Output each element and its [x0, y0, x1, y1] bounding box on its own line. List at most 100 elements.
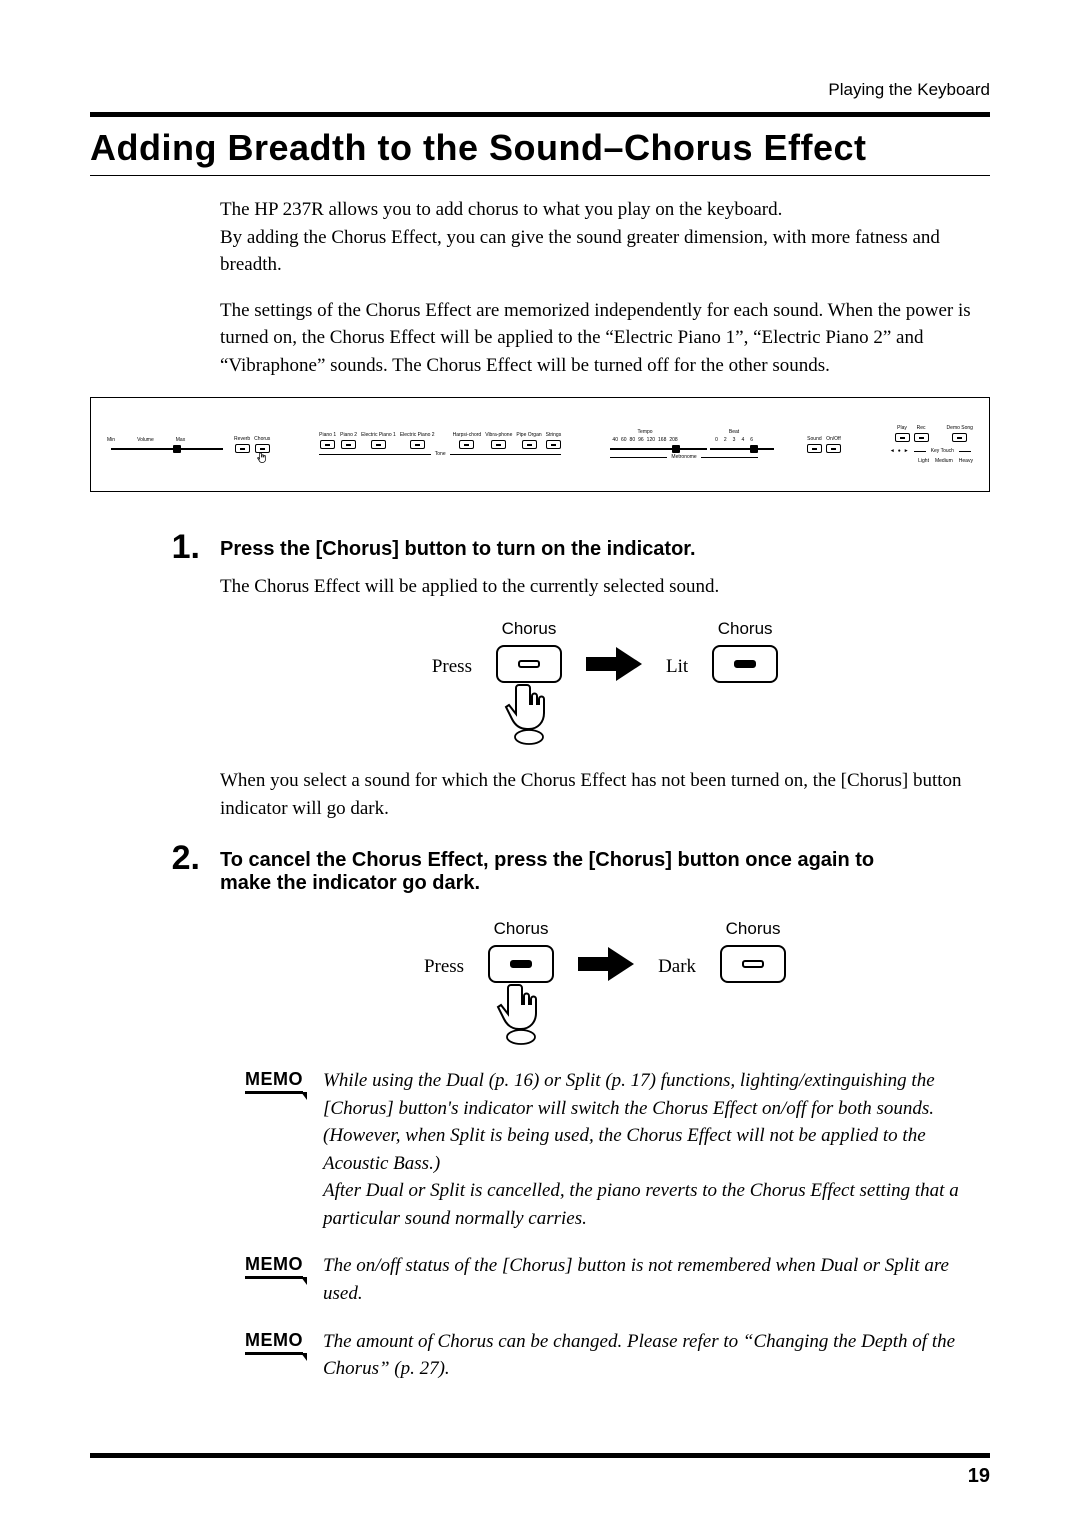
- memo-2: MEMO The on/off status of the [Chorus] b…: [245, 1252, 980, 1307]
- fig2-right-btn: [720, 945, 786, 983]
- step-1-number: 1.: [145, 528, 200, 567]
- tone-3: Electric Piano 2: [400, 432, 435, 438]
- tone-5: Vibra-phone: [485, 432, 512, 438]
- step-1-body: The Chorus Effect will be applied to the…: [220, 573, 990, 822]
- memo-2-text: The on/off status of the [Chorus] button…: [323, 1252, 980, 1307]
- tempo-t4: 120: [647, 437, 655, 443]
- tempo-t6: 208: [669, 437, 677, 443]
- beat-label: Beat: [729, 429, 739, 435]
- beat-t3: 4: [741, 437, 744, 443]
- step-1-row: 1. Press the [Chorus] button to turn on …: [145, 528, 990, 567]
- step-1-after: The Chorus Effect will be applied to the…: [220, 573, 990, 601]
- step-1-tail: When you select a sound for which the Ch…: [220, 767, 990, 822]
- tone-7: Strings: [546, 432, 562, 438]
- beat-t2: 3: [733, 437, 736, 443]
- tone-6: Pipe Organ: [516, 432, 541, 438]
- fig1-left-led: [518, 660, 540, 668]
- panel-figure: Min Volume Max Reverb Chorus Piano 1 Pia…: [90, 397, 990, 492]
- metronome-label: Metronome: [671, 454, 696, 460]
- tone-2: Electric Piano 1: [361, 432, 396, 438]
- intro-p1: The HP 237R allows you to add chorus to …: [220, 196, 980, 279]
- tone-btn-7: [546, 440, 561, 449]
- memo-icon: MEMO: [245, 1330, 303, 1355]
- tempo-slider: [610, 445, 680, 452]
- sound-btn: [807, 444, 822, 453]
- tempo-t5: 168: [658, 437, 666, 443]
- step-2-row: 2. To cancel the Chorus Effect, press th…: [145, 839, 990, 895]
- memo-1-text: While using the Dual (p. 16) or Split (p…: [323, 1067, 980, 1232]
- keytouch-label: Key Touch: [931, 448, 954, 454]
- tone-0: Piano 1: [319, 432, 336, 438]
- fig2-press-word: Press: [424, 953, 464, 981]
- tone-1: Piano 2: [340, 432, 357, 438]
- kt-cue-1: ●: [898, 448, 901, 454]
- fig2-right-led: [742, 960, 764, 968]
- tone-btn-5: [491, 440, 506, 449]
- intro-block: The HP 237R allows you to add chorus to …: [220, 196, 980, 379]
- rule-under-title: [90, 175, 990, 176]
- demo-label: Demo Song: [947, 425, 973, 431]
- memo-icon: MEMO: [245, 1069, 303, 1094]
- kt-1: Medium: [935, 458, 953, 464]
- fig2-dark-word: Dark: [658, 953, 696, 981]
- rec-btn: [914, 433, 929, 442]
- pointer-hand-icon: [256, 452, 268, 464]
- tone-btn-2: [371, 440, 386, 449]
- demo-btn: [952, 433, 967, 442]
- step-2-head: To cancel the Chorus Effect, press the […: [220, 849, 920, 895]
- beat-t4: 6: [750, 437, 753, 443]
- kt-0: Light: [918, 458, 929, 464]
- rec-label: Rec: [917, 425, 926, 431]
- kt-2: Heavy: [959, 458, 973, 464]
- arrow-icon: [586, 647, 642, 681]
- beat-t1: 2: [724, 437, 727, 443]
- tempo-t0: 40: [612, 437, 618, 443]
- beat-slider: [710, 445, 758, 452]
- running-header: Playing the Keyboard: [90, 80, 990, 100]
- memo-1: MEMO While using the Dual (p. 16) or Spl…: [245, 1067, 980, 1232]
- volume-slider: [111, 445, 181, 452]
- memo-3: MEMO The amount of Chorus can be changed…: [245, 1328, 980, 1383]
- rule-top-thick: [90, 112, 990, 117]
- step-1-head: Press the [Chorus] button to turn on the…: [220, 538, 696, 561]
- step-1-figure: Press Chorus Lit Chorus: [220, 617, 990, 746]
- fig1-lit-word: Lit: [666, 653, 688, 681]
- tone-btn-4: [459, 440, 474, 449]
- panel-min: Min: [107, 437, 115, 443]
- fig1-left-cap: Chorus: [502, 617, 557, 642]
- tempo-t2: 80: [630, 437, 636, 443]
- fig1-left-btn: [496, 645, 562, 683]
- page-number: 19: [968, 1465, 990, 1488]
- fig1-right-cap: Chorus: [718, 617, 773, 642]
- kt-cue-2: ►: [904, 448, 909, 454]
- tone-group-label: Tone: [435, 451, 446, 457]
- step-2-figure: Press Chorus Dark Chorus: [220, 917, 990, 1046]
- tempo-t1: 60: [621, 437, 627, 443]
- fig1-right-led: [734, 660, 756, 668]
- panel-volume-label: Volume: [137, 437, 154, 443]
- memo-3-text: The amount of Chorus can be changed. Ple…: [323, 1328, 980, 1383]
- intro-p2: The settings of the Chorus Effect are me…: [220, 297, 980, 380]
- memo-icon: MEMO: [245, 1254, 303, 1279]
- beat-t0: 0: [715, 437, 718, 443]
- play-label: Play: [897, 425, 907, 431]
- tone-btn-6: [522, 440, 537, 449]
- fig2-left-led: [510, 960, 532, 968]
- page-title: Adding Breadth to the Sound–Chorus Effec…: [90, 127, 990, 169]
- tempo-t3: 96: [638, 437, 644, 443]
- fig2-left-btn: [488, 945, 554, 983]
- tone-4: Harpsi-chord: [453, 432, 482, 438]
- sound-label: Sound: [807, 436, 821, 442]
- fig2-right-cap: Chorus: [726, 917, 781, 942]
- fig1-right-btn: [712, 645, 778, 683]
- tone-btn-0: [320, 440, 335, 449]
- onoff-label: On/Off: [826, 436, 841, 442]
- tone-btn-3: [410, 440, 425, 449]
- arrow-icon: [578, 947, 634, 981]
- tone-btn-1: [341, 440, 356, 449]
- step-2-body: Press Chorus Dark Chorus: [220, 917, 990, 1046]
- onoff-btn: [826, 444, 841, 453]
- play-btn: [895, 433, 910, 442]
- panel-chorus-label: Chorus: [254, 436, 270, 442]
- fig1-press-word: Press: [432, 653, 472, 681]
